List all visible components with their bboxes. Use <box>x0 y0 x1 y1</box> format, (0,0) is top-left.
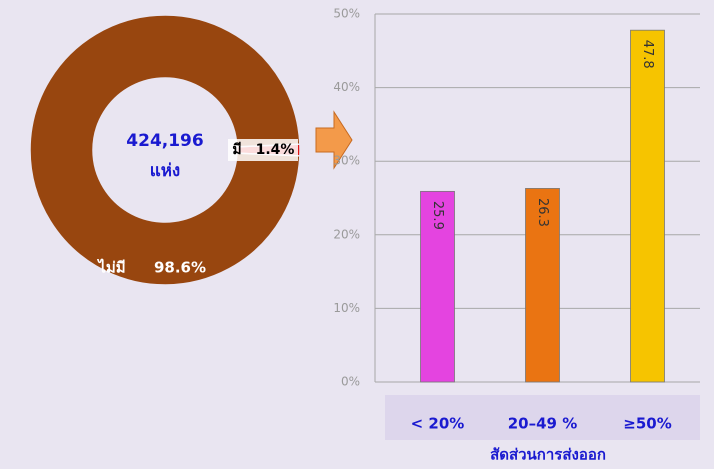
center-label: 424,196 <box>126 131 203 151</box>
bar <box>525 188 560 383</box>
y-tick-label: 0% <box>341 375 360 389</box>
arrow <box>315 110 353 170</box>
y-tick-label: 20% <box>333 227 360 241</box>
value-label: 47.8 <box>640 40 655 69</box>
x-tick-label: < 20% <box>411 415 465 433</box>
slice-value: 1.4% <box>256 142 295 158</box>
center-sublabel: แห่ง <box>150 161 180 181</box>
y-tick-label: 30% <box>333 154 360 168</box>
value-label: 26.3 <box>535 198 550 227</box>
x-axis-label: สัดส่วนการส่งออก <box>490 446 606 464</box>
category-band <box>385 395 700 440</box>
y-tick-label: 40% <box>333 80 360 94</box>
y-tick-label: 10% <box>333 301 360 315</box>
label-box <box>228 139 298 161</box>
y-tick-label: 50% <box>333 7 360 21</box>
x-tick-label: 20–49 % <box>508 415 578 433</box>
donut-slice <box>29 14 301 286</box>
value-label: 25.9 <box>430 201 445 230</box>
bar <box>420 190 455 383</box>
slice-name: มี <box>232 142 241 158</box>
slice-value: 98.6% <box>154 259 206 277</box>
x-tick-label: ≥50% <box>623 415 671 433</box>
slice-name: ไม่มี <box>96 258 125 277</box>
bar <box>630 29 665 383</box>
